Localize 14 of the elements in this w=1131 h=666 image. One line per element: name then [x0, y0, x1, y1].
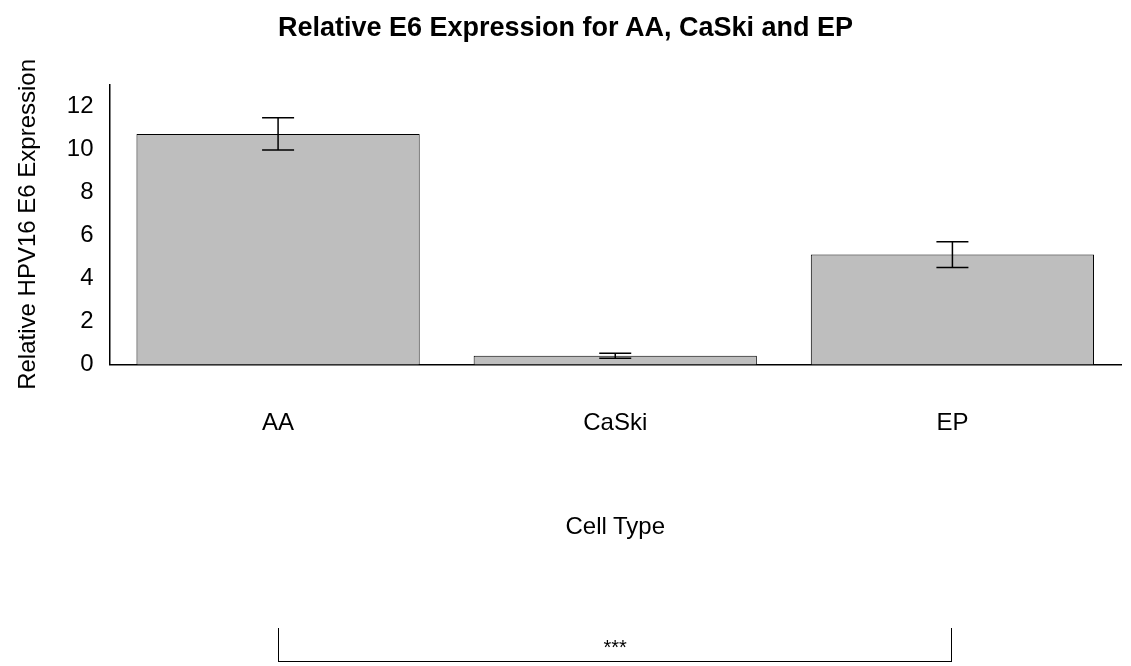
y-tick-label: 0 — [80, 349, 94, 377]
y-tick-label: 4 — [80, 262, 94, 290]
x-tick-label: CaSki — [583, 408, 648, 436]
y-tick-label: 10 — [66, 133, 94, 161]
y-tick-label: 8 — [80, 176, 94, 204]
chart-title: Relative E6 Expression for AA, CaSki and EP — [277, 11, 854, 42]
x-tick-label: EP — [936, 408, 969, 436]
x-axis-title: Cell Type — [565, 512, 666, 540]
y-tick-label: 6 — [80, 219, 94, 247]
text: *** — [603, 636, 627, 659]
y-tick-label: 2 — [80, 305, 94, 333]
y-tick-label: 12 — [66, 90, 94, 118]
x-tick-label: AA — [262, 408, 295, 436]
y-axis-title: Relative HPV16 E6 Expression — [13, 58, 41, 390]
